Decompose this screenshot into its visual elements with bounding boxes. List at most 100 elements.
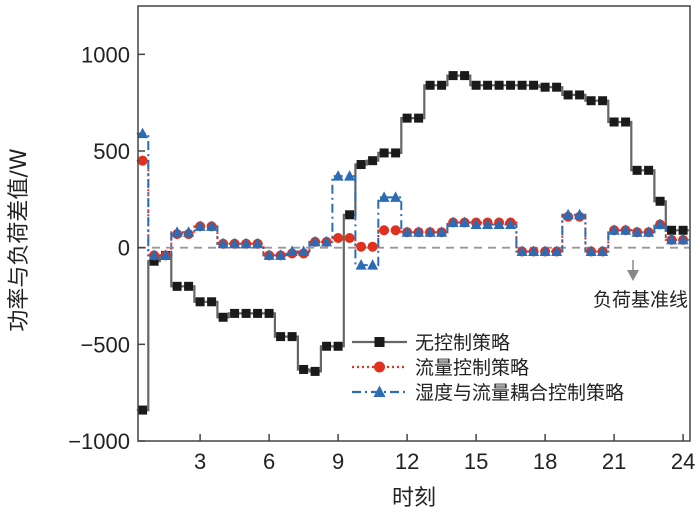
series-2-point xyxy=(183,226,195,237)
x-tick-label: 18 xyxy=(533,449,557,474)
series-0-point xyxy=(264,308,274,318)
series-2-point xyxy=(436,226,448,237)
series-0-point xyxy=(644,165,654,175)
series-1-point xyxy=(333,233,344,243)
series-2-point xyxy=(459,216,471,228)
series-2-point xyxy=(620,224,632,235)
series-0-point xyxy=(287,332,297,342)
series-0-point xyxy=(494,80,504,90)
series-0-point xyxy=(379,148,389,158)
series-1-point xyxy=(367,241,378,252)
baseline-annotation-arrowhead xyxy=(627,270,639,281)
series-2-point xyxy=(194,220,206,231)
series-1-point xyxy=(137,155,148,166)
series-2-point xyxy=(137,127,149,139)
series-2-point xyxy=(539,245,551,257)
series-1-point xyxy=(344,233,355,243)
series-2-point xyxy=(677,233,689,245)
series-0-point xyxy=(356,160,366,170)
series-2-point xyxy=(355,259,367,270)
series-2-point xyxy=(585,245,597,257)
series-2-point xyxy=(298,245,310,257)
x-axis-title: 时刻 xyxy=(392,486,436,511)
series-0-point xyxy=(609,117,619,127)
series-0-point xyxy=(517,80,527,90)
series-0-point xyxy=(540,82,550,92)
series-0-point xyxy=(632,165,642,175)
series-2-point xyxy=(390,191,402,202)
series-2-point xyxy=(574,208,586,220)
series-0-point xyxy=(253,308,263,318)
series-2-point xyxy=(447,216,459,228)
series-0-point xyxy=(414,113,424,123)
series-2-point xyxy=(286,245,298,257)
legend-marker-0 xyxy=(374,337,385,347)
series-2-point xyxy=(631,226,643,237)
series-0-point xyxy=(241,308,251,318)
series-line-1 xyxy=(136,159,689,257)
plot-frame xyxy=(137,5,691,442)
series-0-point xyxy=(368,156,378,166)
series-0-point xyxy=(138,405,148,415)
series-0-point xyxy=(172,281,182,291)
x-tick-label: 9 xyxy=(332,449,344,474)
y-tick-label: 0 xyxy=(118,236,130,261)
x-tick-label: 21 xyxy=(602,449,626,474)
series-0-point xyxy=(460,71,470,81)
y-tick-label: −1000 xyxy=(68,429,130,454)
baseline-annotation-label: 负荷基准线 xyxy=(593,289,688,311)
series-0-point xyxy=(655,196,665,206)
series-2-point xyxy=(505,218,517,229)
series-2-point xyxy=(160,249,172,260)
series-2-point xyxy=(597,245,609,257)
series-2-point xyxy=(229,237,241,249)
series-0-point xyxy=(471,80,481,90)
series-1-point xyxy=(379,225,390,236)
series-2-point xyxy=(401,226,413,237)
series-0-point xyxy=(678,225,688,235)
y-tick-label: −500 xyxy=(80,332,130,357)
series-2-point xyxy=(378,191,390,202)
series-0-point xyxy=(448,71,458,81)
series-2-point xyxy=(413,226,425,237)
series-2-point xyxy=(666,233,678,245)
series-0-point xyxy=(621,117,631,127)
series-0-point xyxy=(276,332,286,342)
series-2-point xyxy=(654,218,666,229)
series-2-point xyxy=(367,259,379,270)
series-1-point xyxy=(390,225,401,236)
y-tick-label: 500 xyxy=(93,139,130,164)
series-0-point xyxy=(437,80,447,90)
series-0-point xyxy=(575,90,585,100)
series-0-point xyxy=(506,80,516,90)
series-0-point xyxy=(333,341,343,351)
series-2-point xyxy=(206,220,218,231)
series-2-point xyxy=(516,245,528,257)
series-0-point xyxy=(184,281,194,291)
series-2-point xyxy=(148,249,160,260)
series-2-point xyxy=(321,235,333,247)
series-0-point xyxy=(598,96,608,106)
y-axis-title: 功率与负荷差值/W xyxy=(7,148,32,331)
series-0-point xyxy=(310,366,320,376)
series-0-point xyxy=(529,80,539,90)
series-2-point xyxy=(528,245,540,257)
series-2-point xyxy=(562,208,574,220)
series-2-point xyxy=(252,237,264,249)
series-2-point xyxy=(470,218,482,229)
series-2-point xyxy=(424,226,436,237)
series-0-point xyxy=(322,341,332,351)
legend-marker-1 xyxy=(374,361,385,373)
x-tick-label: 15 xyxy=(464,449,488,474)
series-0-point xyxy=(391,148,401,158)
series-0-point xyxy=(299,364,309,374)
series-2-point xyxy=(344,170,356,181)
y-tick-label: 1000 xyxy=(81,42,130,67)
x-tick-label: 6 xyxy=(263,449,275,474)
series-2-point xyxy=(608,224,620,235)
legend-label-1: 流量控制策略 xyxy=(415,357,529,379)
series-0-point xyxy=(195,297,205,307)
series-0-point xyxy=(207,297,217,307)
series-2-point xyxy=(240,237,252,249)
